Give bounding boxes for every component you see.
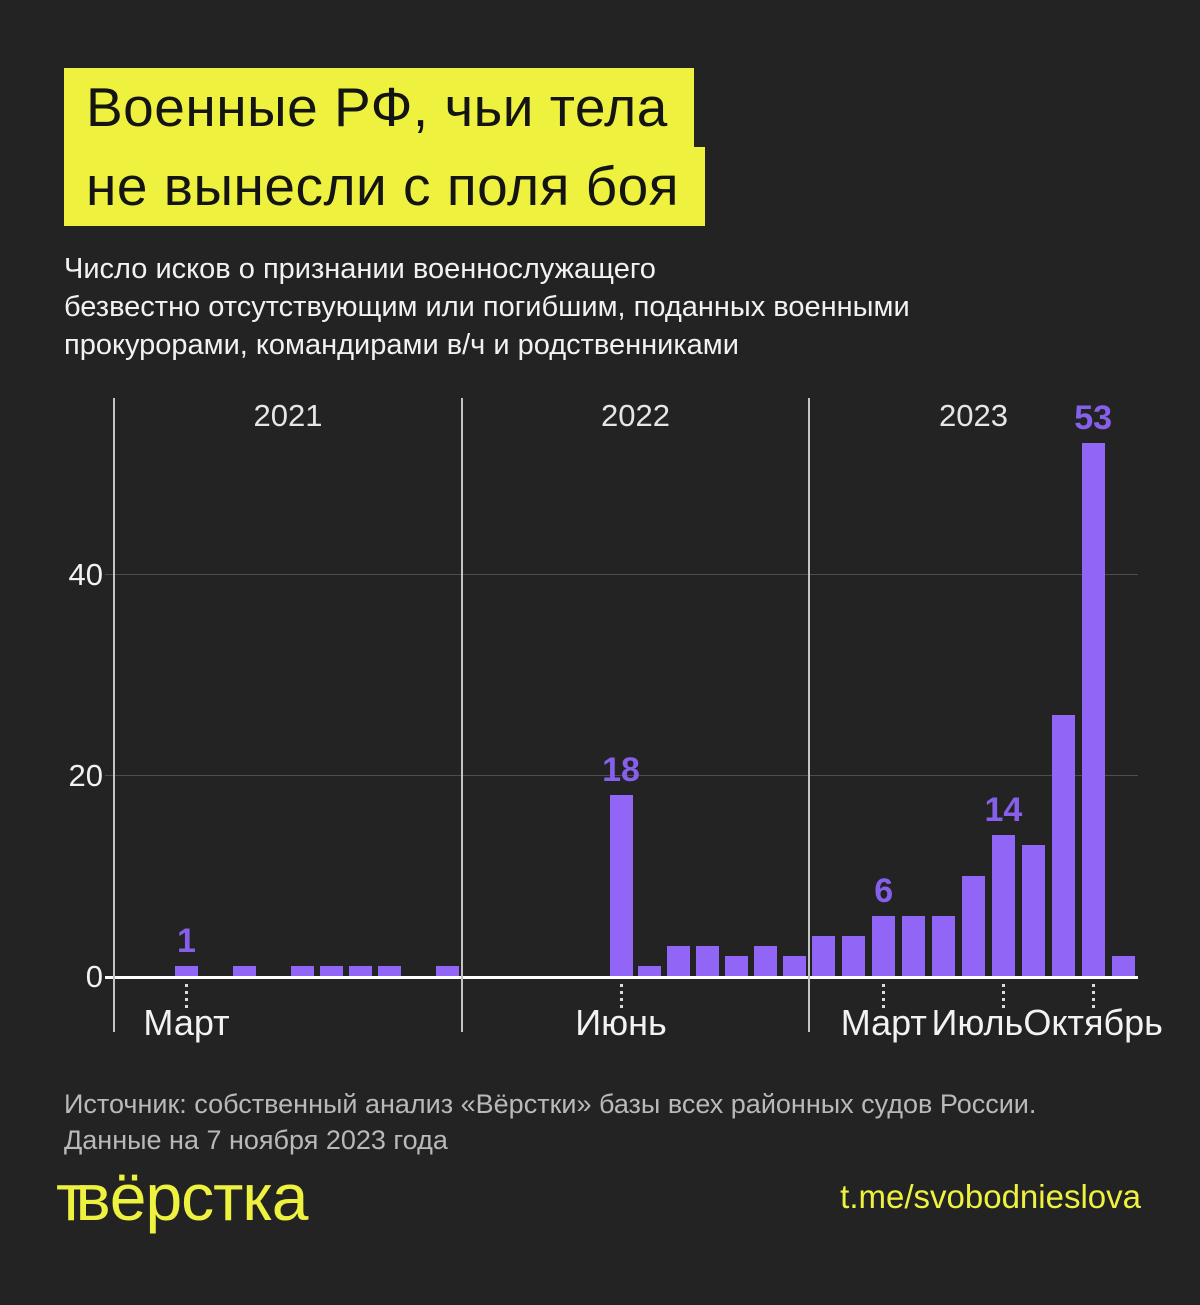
bar-2021-окт xyxy=(378,965,401,976)
year-divider-1 xyxy=(461,398,463,1032)
bar-2021-дек xyxy=(436,965,459,976)
bar-2023-июнь xyxy=(962,875,985,976)
bar-2023-апр xyxy=(902,915,926,976)
x-axis-baseline xyxy=(105,976,1138,979)
bar-2023-март xyxy=(872,915,896,976)
y-tick-label-40: 40 xyxy=(68,557,103,592)
gridline-y20 xyxy=(105,775,1138,776)
bar-2021-авг xyxy=(320,965,343,976)
verstka-logo: твёрстка xyxy=(56,1160,309,1234)
logo-ligature: т xyxy=(56,1160,86,1234)
bar-2023-сен xyxy=(1051,714,1075,976)
logo-text: вёрстка xyxy=(75,1160,309,1234)
bar-2021-сен xyxy=(349,965,372,976)
bar-value-label-14: 14 xyxy=(984,791,1023,830)
bar-value-label-18: 18 xyxy=(602,751,640,790)
bar-2023-окт xyxy=(1081,443,1105,976)
x-tick-label-июнь-1: Июнь xyxy=(575,1002,667,1043)
year-divider-0 xyxy=(113,398,115,1032)
bar-value-label-53: 53 xyxy=(1074,399,1113,438)
bar-2022-окт xyxy=(725,955,749,976)
source-note: Источник: собственный анализ «Вёрстки» б… xyxy=(64,1089,1037,1155)
x-tick-dotted-line-4 xyxy=(1091,984,1095,1010)
x-tick-dotted-line-2 xyxy=(882,984,886,1010)
x-tick-label-июль-3: Июль xyxy=(931,1002,1024,1043)
bar-2023-май xyxy=(932,915,956,976)
bar-value-label-6: 6 xyxy=(874,871,894,910)
title-line-2: не вынесли с поля боя xyxy=(64,147,706,226)
x-tick-dotted-line-1 xyxy=(619,984,623,1010)
bar-2023-авг xyxy=(1021,845,1045,976)
year-label-2021: 2021 xyxy=(253,398,323,433)
y-tick-label-0: 0 xyxy=(85,959,103,994)
telegram-link[interactable]: t.me/svobodnieslova xyxy=(840,1178,1141,1215)
bar-2023-фев xyxy=(842,935,866,976)
year-divider-2 xyxy=(808,398,810,1032)
year-label-2022: 2022 xyxy=(601,398,670,433)
bar-2022-июль xyxy=(638,965,662,976)
bar-2022-авг xyxy=(667,945,691,976)
bar-2023-ноя xyxy=(1111,955,1135,976)
x-tick-label-октябрь-4: Октябрь xyxy=(1023,1002,1163,1043)
bar-2021-март xyxy=(175,965,198,976)
title-line-1: Военные РФ, чьи тела xyxy=(64,68,694,147)
bar-2023-янв xyxy=(812,935,836,976)
x-tick-dotted-line-0 xyxy=(185,984,188,1010)
bar-value-label-1: 1 xyxy=(177,921,196,960)
bar-2021-июль xyxy=(291,965,314,976)
page-title: Военные РФ, чьи тела не вынесли с поля б… xyxy=(64,68,706,226)
bar-2022-сен xyxy=(696,945,720,976)
bar-2022-июнь xyxy=(609,795,633,976)
bar-2022-дек xyxy=(783,955,807,976)
bar-2022-ноя xyxy=(754,945,778,976)
x-tick-label-март-0: Март xyxy=(143,1002,230,1043)
y-tick-label-20: 20 xyxy=(68,758,103,793)
year-label-2023: 2023 xyxy=(939,398,1008,433)
bar-2021-май xyxy=(233,965,256,976)
x-tick-dotted-line-3 xyxy=(1001,984,1005,1010)
x-tick-label-март-2: Март xyxy=(840,1002,927,1043)
chart-subtitle: Число исков о признании военнослужащего … xyxy=(64,253,910,361)
gridline-y40 xyxy=(105,574,1138,575)
bar-2023-июль xyxy=(991,835,1015,976)
